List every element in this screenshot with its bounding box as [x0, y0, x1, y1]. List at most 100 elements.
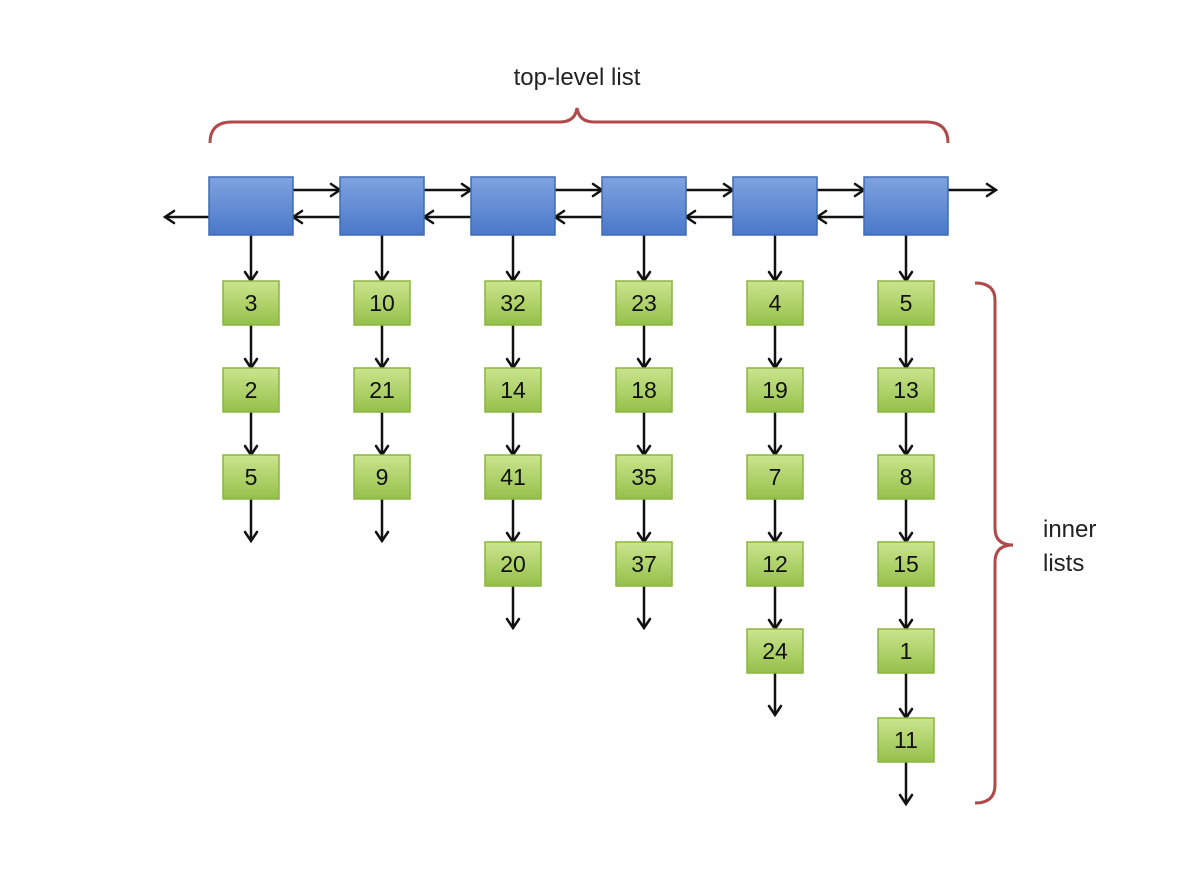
inner-list-node: 4	[746, 280, 804, 326]
inner-next-arrow	[898, 499, 914, 545]
inner-next-arrow	[898, 412, 914, 458]
inner-next-arrow	[505, 499, 521, 545]
inner-node-value: 14	[500, 377, 526, 403]
inner-list-node: 35	[615, 454, 673, 500]
outer-next-arrow	[293, 182, 343, 198]
inner-node-value: 37	[631, 551, 657, 577]
inner-node-value: 7	[769, 464, 782, 490]
outer-prev-arrow	[552, 209, 602, 225]
inner-list-node: 13	[877, 367, 935, 413]
outer-prev-arrow	[290, 209, 340, 225]
inner-head-arrow	[898, 235, 914, 284]
inner-list-node: 18	[615, 367, 673, 413]
inner-next-arrow	[374, 412, 390, 458]
inner-head-arrow	[505, 235, 521, 284]
inner-node-value: 10	[369, 290, 395, 316]
inner-list-node: 5	[222, 454, 280, 500]
inner-list-node: 5	[877, 280, 935, 326]
edges-layer	[162, 182, 999, 807]
inner-list-node: 37	[615, 541, 673, 587]
inner-node-value: 9	[376, 464, 389, 490]
outer-prev-arrow-head	[162, 209, 209, 225]
inner-null-arrow	[636, 586, 652, 631]
inner-node-value: 32	[500, 290, 526, 316]
nodes-layer: 3251021932144120231835374197122451381511…	[208, 176, 949, 763]
inner-list-node: 7	[746, 454, 804, 500]
inner-next-arrow	[767, 325, 783, 371]
inner-next-arrow	[767, 586, 783, 632]
top-level-bracket	[208, 107, 950, 144]
outer-list-node	[208, 176, 294, 236]
inner-list-node: 23	[615, 280, 673, 326]
inner-lists-bracket	[974, 281, 1014, 805]
inner-node-value: 2	[245, 377, 258, 403]
inner-list-node: 2	[222, 367, 280, 413]
inner-lists-label-line1: inner	[1043, 516, 1096, 543]
inner-next-arrow	[243, 412, 259, 458]
inner-node-value: 13	[893, 377, 919, 403]
inner-lists-label-line2: lists	[1043, 550, 1084, 577]
inner-next-arrow	[505, 412, 521, 458]
inner-head-arrow	[767, 235, 783, 284]
inner-node-value: 18	[631, 377, 657, 403]
outer-list-node	[601, 176, 687, 236]
inner-node-value: 21	[369, 377, 395, 403]
outer-next-arrow	[555, 182, 605, 198]
inner-node-value: 5	[245, 464, 258, 490]
inner-next-arrow	[898, 325, 914, 371]
inner-node-value: 15	[893, 551, 919, 577]
inner-list-node: 11	[877, 717, 935, 763]
inner-list-node: 24	[746, 628, 804, 674]
inner-list-node: 10	[353, 280, 411, 326]
inner-next-arrow	[767, 499, 783, 545]
inner-node-value: 35	[631, 464, 657, 490]
outer-next-arrow	[686, 182, 736, 198]
outer-prev-arrow	[814, 209, 864, 225]
inner-head-arrow	[243, 235, 259, 284]
inner-node-value: 5	[900, 290, 913, 316]
inner-list-node: 14	[484, 367, 542, 413]
inner-list-node: 19	[746, 367, 804, 413]
inner-list-node: 1	[877, 628, 935, 674]
top-level-label: top-level list	[514, 64, 641, 91]
inner-next-arrow	[898, 586, 914, 632]
inner-list-node: 15	[877, 541, 935, 587]
inner-list-node: 12	[746, 541, 804, 587]
inner-node-value: 1	[900, 638, 913, 664]
inner-list-node: 20	[484, 541, 542, 587]
inner-list-node: 8	[877, 454, 935, 500]
inner-node-value: 12	[762, 551, 788, 577]
inner-node-value: 3	[245, 290, 258, 316]
inner-next-arrow	[636, 412, 652, 458]
inner-node-value: 41	[500, 464, 526, 490]
inner-node-value: 11	[894, 727, 918, 753]
inner-head-arrow	[374, 235, 390, 284]
outer-prev-arrow	[683, 209, 733, 225]
inner-next-arrow	[636, 325, 652, 371]
inner-next-arrow	[898, 673, 914, 721]
inner-null-arrow	[767, 673, 783, 718]
outer-next-arrow	[817, 182, 867, 198]
outer-list-node	[863, 176, 949, 236]
outer-next-arrow	[424, 182, 474, 198]
outer-prev-arrow	[421, 209, 471, 225]
inner-next-arrow	[505, 325, 521, 371]
inner-list-node: 41	[484, 454, 542, 500]
inner-list-node: 9	[353, 454, 411, 500]
inner-null-arrow	[505, 586, 521, 631]
outer-list-node	[470, 176, 556, 236]
inner-next-arrow	[636, 499, 652, 545]
inner-next-arrow	[243, 325, 259, 371]
inner-node-value: 4	[769, 290, 782, 316]
inner-list-node: 21	[353, 367, 411, 413]
outer-next-arrow-tail	[948, 182, 999, 198]
outer-list-node	[339, 176, 425, 236]
inner-next-arrow	[767, 412, 783, 458]
inner-next-arrow	[374, 325, 390, 371]
inner-null-arrow	[898, 762, 914, 807]
inner-node-value: 23	[631, 290, 657, 316]
inner-null-arrow	[374, 499, 390, 544]
inner-list-node: 32	[484, 280, 542, 326]
inner-node-value: 8	[900, 464, 913, 490]
